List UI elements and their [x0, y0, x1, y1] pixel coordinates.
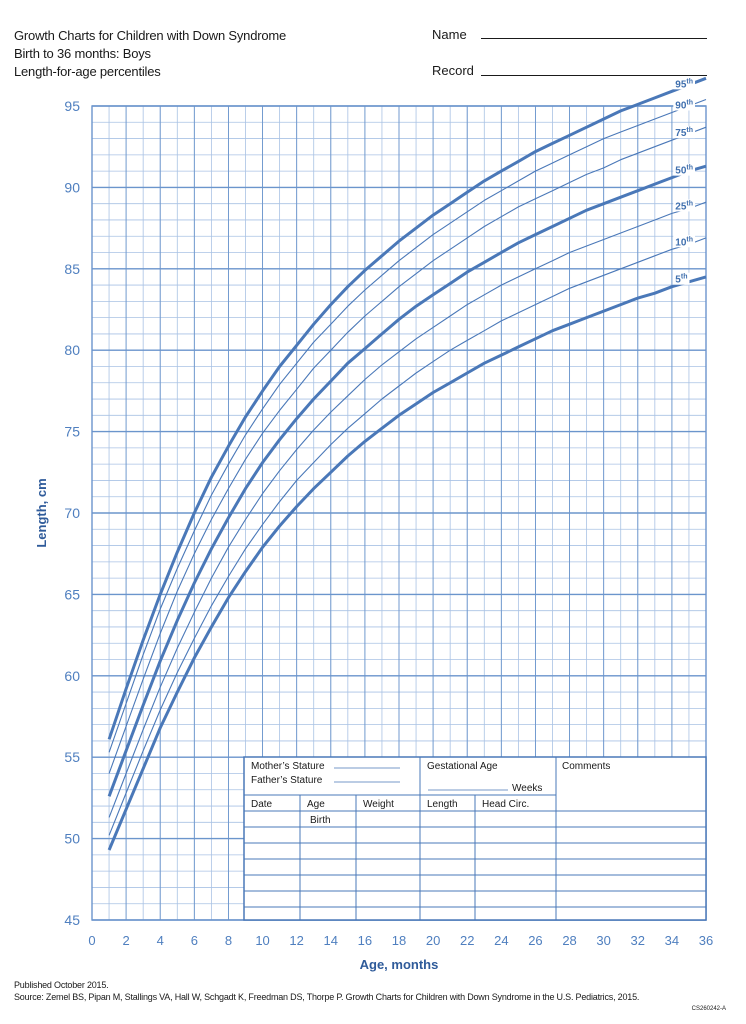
curve-p5: [107, 275, 707, 851]
col-age: Age: [307, 799, 325, 810]
y-tick-label: 80: [64, 342, 80, 358]
record-label: Record: [432, 63, 474, 78]
y-tick-label: 90: [64, 179, 80, 195]
x-tick-label: 28: [562, 933, 576, 948]
y-tick-label: 85: [64, 261, 80, 277]
y-axis-ticks: 45 50 55 60 65 70 75 80 85 90 95: [64, 98, 80, 928]
label-bg-p25: [673, 199, 696, 212]
x-tick-label: 26: [528, 933, 542, 948]
x-axis-title: Age, months: [360, 957, 439, 972]
x-tick-label: 30: [596, 933, 610, 948]
x-tick-label: 36: [699, 933, 713, 948]
label-p50: 50th: [675, 165, 693, 177]
col-weight: Weight: [363, 799, 394, 810]
record-form: Mother’s Stature Father’s Stature Gestat…: [243, 756, 707, 921]
published-note: Published October 2015.: [14, 980, 109, 990]
x-tick-label: 24: [494, 933, 508, 948]
fathers-stature-label: Father’s Stature: [251, 775, 323, 786]
x-tick-label: 2: [122, 933, 129, 948]
x-tick-label: 0: [88, 933, 95, 948]
x-tick-label: 8: [225, 933, 232, 948]
weeks-label: Weeks: [512, 783, 542, 794]
x-tick-label: 12: [289, 933, 303, 948]
percentile-labels: 95th 90th 75th 50th 25th 10th 5th: [673, 77, 696, 286]
mothers-stature-label: Mother’s Stature: [251, 761, 325, 772]
label-bg-p75: [673, 126, 696, 139]
label-bg-p90: [673, 98, 696, 111]
x-tick-label: 14: [324, 933, 338, 948]
label-p5: 5th: [675, 274, 687, 286]
y-tick-label: 95: [64, 98, 80, 114]
x-tick-label: 4: [157, 933, 164, 948]
y-tick-label: 50: [64, 831, 80, 847]
label-bg-p95: [673, 77, 696, 90]
document-code: CS260242-A: [691, 1006, 726, 1012]
percentile-curves: [107, 76, 707, 851]
source-note: Source: Zemel BS, Pipan M, Stallings VA,…: [14, 992, 640, 1002]
curve-p50: [107, 164, 707, 797]
y-tick-label: 70: [64, 505, 80, 521]
label-p90: 90th: [675, 100, 693, 112]
birth-cell: Birth: [310, 815, 331, 826]
y-tick-label: 65: [64, 586, 80, 602]
x-axis-ticks: 0 2 4 6 8 10 12 14 16 18 20 22 24 26 28 30 32 34 36: [88, 933, 713, 948]
label-bg-p5: [673, 272, 690, 285]
y-tick-label: 45: [64, 912, 80, 928]
chart-subtitle: Birth to 36 months: Boys: [14, 46, 151, 61]
label-bg-p50: [673, 163, 696, 176]
name-label: Name: [432, 27, 467, 42]
curve-p95: [107, 76, 707, 740]
x-tick-label: 10: [255, 933, 269, 948]
x-tick-label: 6: [191, 933, 198, 948]
name-field[interactable]: [481, 38, 707, 39]
y-tick-label: 55: [64, 749, 80, 765]
curve-p90: [108, 98, 707, 753]
grid-major: [91, 105, 707, 921]
curve-p75: [108, 126, 707, 774]
x-tick-label: 18: [392, 933, 406, 948]
x-tick-label: 16: [358, 933, 372, 948]
comments-label: Comments: [562, 761, 610, 772]
col-date: Date: [251, 799, 273, 810]
label-p25: 25th: [675, 200, 693, 212]
chart-title: Growth Charts for Children with Down Syn…: [14, 28, 287, 43]
y-tick-label: 75: [64, 424, 80, 440]
y-tick-label: 60: [64, 668, 80, 684]
x-tick-label: 20: [426, 933, 440, 948]
col-length: Length: [427, 799, 458, 810]
label-bg-p10: [673, 235, 696, 248]
y-axis-title: Length, cm: [34, 478, 49, 547]
x-tick-label: 32: [631, 933, 645, 948]
curve-p10: [108, 237, 707, 836]
label-p75: 75th: [675, 127, 693, 139]
curve-p25: [108, 201, 707, 818]
x-tick-label: 34: [665, 933, 679, 948]
chart-metric: Length-for-age percentiles: [14, 64, 161, 79]
gestational-age-label: Gestational Age: [427, 761, 498, 772]
form-rows: [244, 826, 706, 908]
record-field[interactable]: [481, 75, 707, 76]
x-tick-label: 22: [460, 933, 474, 948]
label-p95: 95th: [675, 78, 693, 90]
label-p10: 10th: [675, 236, 693, 248]
col-head-circ: Head Circ.: [482, 799, 529, 810]
